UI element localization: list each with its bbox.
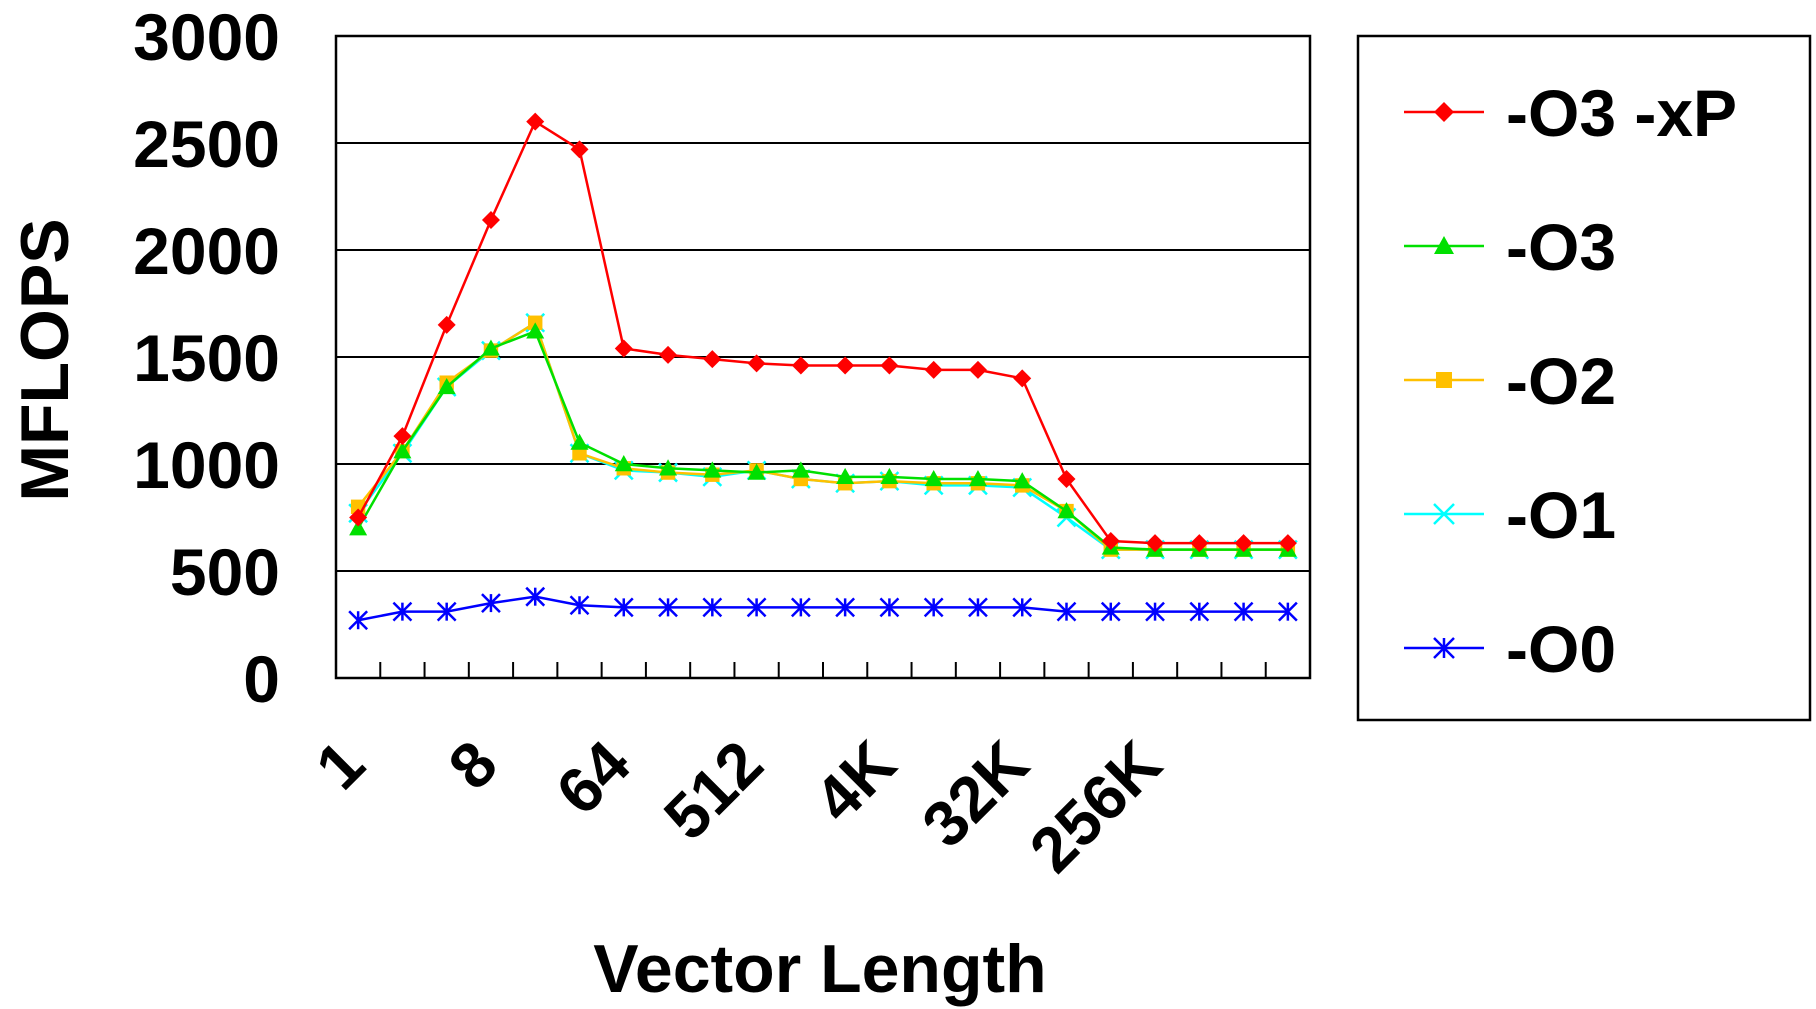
data-point <box>393 427 412 446</box>
data-point <box>569 595 590 616</box>
data-point <box>348 610 369 631</box>
data-point <box>924 360 943 379</box>
data-point <box>659 459 678 476</box>
y-tick-label: 1000 <box>133 428 280 502</box>
data-point <box>1146 534 1165 553</box>
data-point <box>1436 372 1452 388</box>
legend-entry: -O3 <box>1404 210 1616 284</box>
data-point <box>880 356 899 375</box>
legend-entry: -O0 <box>1404 612 1616 686</box>
data-point <box>570 433 589 450</box>
data-point <box>1012 597 1033 618</box>
x-tick-label: 64 <box>542 727 644 829</box>
data-point <box>570 140 589 159</box>
data-point <box>836 467 855 485</box>
data-point <box>791 356 810 375</box>
data-point <box>481 339 500 356</box>
series-line <box>357 119 1288 545</box>
data-point <box>923 597 944 618</box>
legend-box <box>1356 34 1812 722</box>
series-line <box>357 595 1288 622</box>
legend-label: -O3 -xP <box>1506 76 1737 150</box>
legend-label: -O1 <box>1506 478 1616 552</box>
data-point <box>702 597 723 618</box>
data-point <box>1278 534 1297 553</box>
data-point <box>746 597 767 618</box>
data-point <box>481 211 500 230</box>
data-point <box>392 601 413 622</box>
data-point <box>436 601 457 622</box>
data-point <box>968 469 987 487</box>
data-point <box>349 519 368 536</box>
data-point <box>393 442 412 459</box>
data-point <box>526 112 545 131</box>
data-point <box>703 350 722 369</box>
data-point <box>349 508 368 527</box>
legend-entry: -O1 <box>1404 478 1616 552</box>
x-tick-label: 256K <box>1016 727 1175 886</box>
data-point <box>1277 601 1298 622</box>
y-tick-label: 2500 <box>133 107 280 181</box>
data-point <box>790 597 811 618</box>
data-point <box>437 377 456 395</box>
marker-stroke <box>1433 503 1455 525</box>
data-point <box>659 345 678 364</box>
data-point <box>658 597 678 618</box>
data-point <box>747 463 766 480</box>
legend-label: -O3 <box>1506 210 1616 284</box>
legend-label: -O0 <box>1506 612 1616 686</box>
data-point <box>968 597 988 618</box>
y-tick-label: 0 <box>243 642 280 716</box>
data-point <box>791 461 810 478</box>
data-point <box>1056 601 1077 622</box>
data-point <box>525 586 546 607</box>
data-point <box>1101 532 1120 551</box>
data-point <box>835 597 856 618</box>
data-point <box>924 469 943 487</box>
x-axis-label: Vector Length <box>593 931 1046 1007</box>
data-point <box>1234 534 1253 553</box>
x-tick-label: 512 <box>650 727 776 853</box>
data-point <box>879 597 900 618</box>
data-point <box>1433 637 1455 659</box>
x-tick-label: 8 <box>435 727 511 803</box>
data-point <box>1190 534 1209 553</box>
data-point <box>613 597 634 618</box>
data-point <box>880 467 899 485</box>
data-point <box>703 461 722 478</box>
data-point <box>526 322 545 339</box>
y-axis-label: MFLOPS <box>7 218 83 501</box>
data-point <box>1013 369 1032 388</box>
data-point <box>1233 601 1254 622</box>
data-point <box>1057 502 1076 519</box>
data-point <box>614 339 633 358</box>
data-point <box>614 455 633 472</box>
data-point <box>1057 469 1076 488</box>
data-point <box>1013 472 1032 489</box>
x-tick-label: 4K <box>801 727 910 836</box>
legend-entry: -O3 -xP <box>1404 76 1737 150</box>
y-tick-label: 1500 <box>133 321 280 395</box>
x-tick-label: 1 <box>302 727 378 803</box>
data-point <box>1434 236 1454 254</box>
data-point <box>1100 601 1121 622</box>
data-point <box>1189 601 1210 622</box>
data-point <box>836 356 855 375</box>
data-point <box>747 354 766 373</box>
y-tick-label: 3000 <box>133 0 280 74</box>
data-point <box>1145 601 1165 622</box>
data-point <box>968 360 987 379</box>
legend-label: -O2 <box>1506 344 1616 418</box>
data-point <box>1434 102 1454 122</box>
y-tick-label: 500 <box>170 535 280 609</box>
data-point <box>1433 503 1455 525</box>
data-point <box>437 315 456 334</box>
legend-entry: -O2 <box>1404 344 1616 418</box>
legend: -O3 -xP -O3 -O2 -O1 -O0 <box>1356 34 1812 722</box>
y-tick-label: 2000 <box>133 214 280 288</box>
series-line <box>357 329 1288 551</box>
data-point <box>481 593 501 613</box>
